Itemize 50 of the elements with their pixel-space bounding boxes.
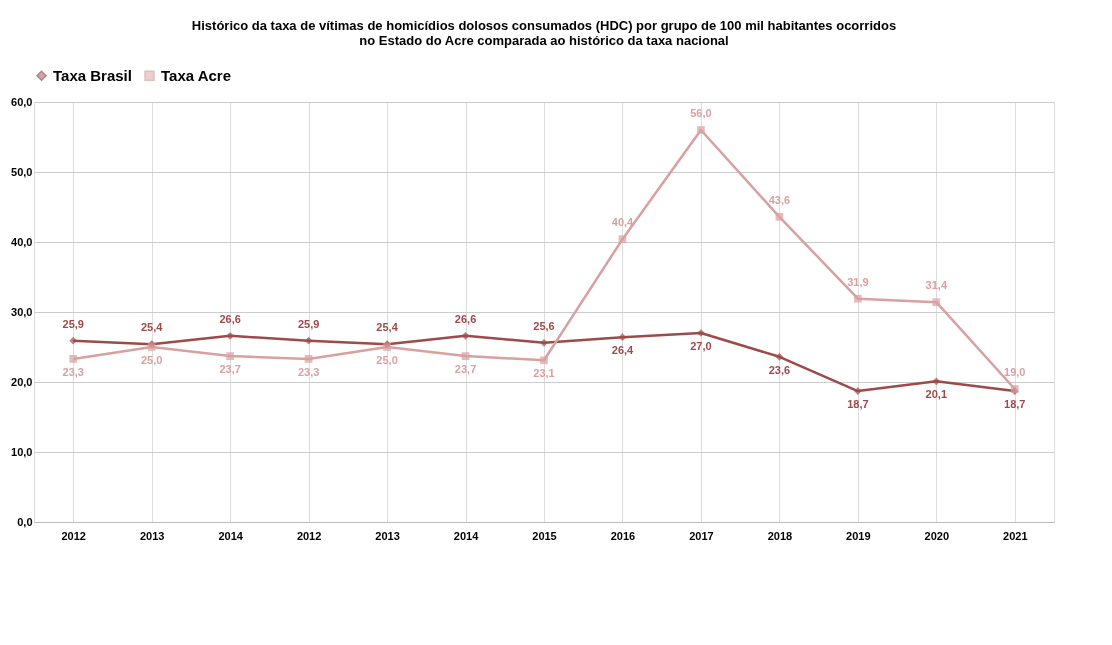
data-label: 20,1 [925, 388, 948, 401]
legend-label: Taxa Brasil [53, 66, 132, 84]
data-label: 56,0 [690, 107, 712, 119]
x-tick-label: 2012 [296, 529, 322, 542]
data-label: 25,0 [376, 354, 398, 366]
y-tick-label: 20,0 [11, 375, 33, 388]
x-tick-label: 2013 [139, 529, 165, 542]
data-label: 26,4 [611, 344, 635, 357]
x-tick-label: 2013 [375, 529, 400, 542]
data-label: 19,0 [1004, 366, 1026, 378]
x-tick-label: 2014 [453, 529, 480, 542]
data-label: 23,3 [297, 365, 320, 378]
data-label: 18,7 [1004, 398, 1026, 411]
legend-label: Taxa Acre [161, 66, 232, 84]
x-tick-label: 2019 [846, 529, 871, 542]
data-label: 25,0 [140, 354, 163, 366]
data-label: 26,6 [219, 312, 241, 325]
data-label: 25,9 [297, 317, 320, 330]
data-label: 25,4 [140, 321, 164, 334]
data-label: 27,0 [690, 340, 712, 352]
data-label: 18,7 [847, 398, 869, 411]
x-tick-label: 2020 [924, 529, 950, 542]
y-tick-label: 30,0 [11, 305, 33, 318]
x-tick-label: 2014 [218, 529, 244, 542]
y-tick-label: 10,0 [11, 445, 33, 458]
data-label: 40,4 [611, 216, 635, 229]
y-tick-label: 60,0 [11, 95, 33, 108]
data-label: 23,1 [533, 367, 555, 380]
data-label: 26,6 [454, 312, 477, 325]
data-label: 25,4 [376, 321, 399, 334]
y-tick-label: 50,0 [11, 165, 33, 178]
data-label: 25,6 [533, 319, 555, 332]
x-tick-label: 2016 [610, 529, 636, 542]
data-label: 23,6 [768, 363, 791, 376]
data-label: 23,3 [62, 365, 84, 378]
x-tick-label: 2015 [532, 529, 557, 542]
data-label: 31,9 [847, 275, 869, 288]
y-tick-label: 40,0 [11, 235, 33, 248]
y-tick-label: 0,0 [17, 515, 33, 528]
data-label: 23,7 [219, 363, 241, 376]
data-label: 25,9 [62, 317, 84, 330]
data-label: 23,7 [454, 363, 477, 376]
text: Histórico da taxa de vítimas de homicídios dolosos consumados (HDC) por grupo de 100 mil habitantes ocorridos [191, 18, 897, 33]
text: no Estado do Acre comparada ao histórico da taxa nacional [359, 33, 729, 48]
x-tick-label: 2017 [689, 529, 714, 542]
x-tick-label: 2018 [767, 529, 793, 542]
data-label: 43,6 [768, 193, 791, 206]
x-tick-label: 2012 [61, 529, 86, 542]
x-tick-label: 2021 [1003, 529, 1028, 542]
data-label: 31,4 [925, 279, 948, 292]
